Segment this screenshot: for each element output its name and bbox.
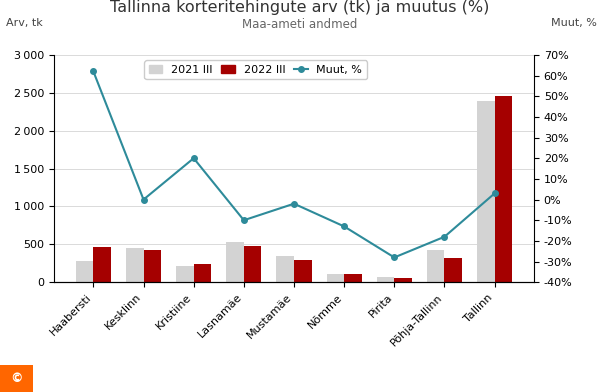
Text: ©: © xyxy=(10,372,23,385)
Text: Tõnu Toompark, ADAUR.EE: Tõnu Toompark, ADAUR.EE xyxy=(72,373,210,383)
Bar xyxy=(427,250,445,282)
Bar xyxy=(226,242,244,282)
Bar xyxy=(394,278,412,282)
Text: Tallinna korteritehingute arv (tk) ja muutus (%): Tallinna korteritehingute arv (tk) ja mu… xyxy=(110,0,490,15)
Bar xyxy=(277,256,294,282)
Bar xyxy=(143,250,161,282)
Bar xyxy=(494,96,512,282)
Bar xyxy=(194,264,211,282)
Bar xyxy=(344,274,362,282)
Text: Maa-ameti andmed: Maa-ameti andmed xyxy=(242,18,358,31)
Bar xyxy=(377,277,394,282)
Bar xyxy=(477,101,494,282)
Bar xyxy=(94,247,111,282)
Bar xyxy=(326,274,344,282)
FancyBboxPatch shape xyxy=(0,365,33,392)
Bar xyxy=(294,260,311,282)
Bar xyxy=(126,248,143,282)
Legend: 2021 III, 2022 III, Muut, %: 2021 III, 2022 III, Muut, % xyxy=(145,60,367,79)
Bar xyxy=(244,246,262,282)
Bar xyxy=(76,261,94,282)
Text: Arv, tk: Arv, tk xyxy=(6,18,43,28)
Text: Muut, %: Muut, % xyxy=(551,18,597,28)
Bar xyxy=(176,266,194,282)
Bar xyxy=(445,258,462,282)
